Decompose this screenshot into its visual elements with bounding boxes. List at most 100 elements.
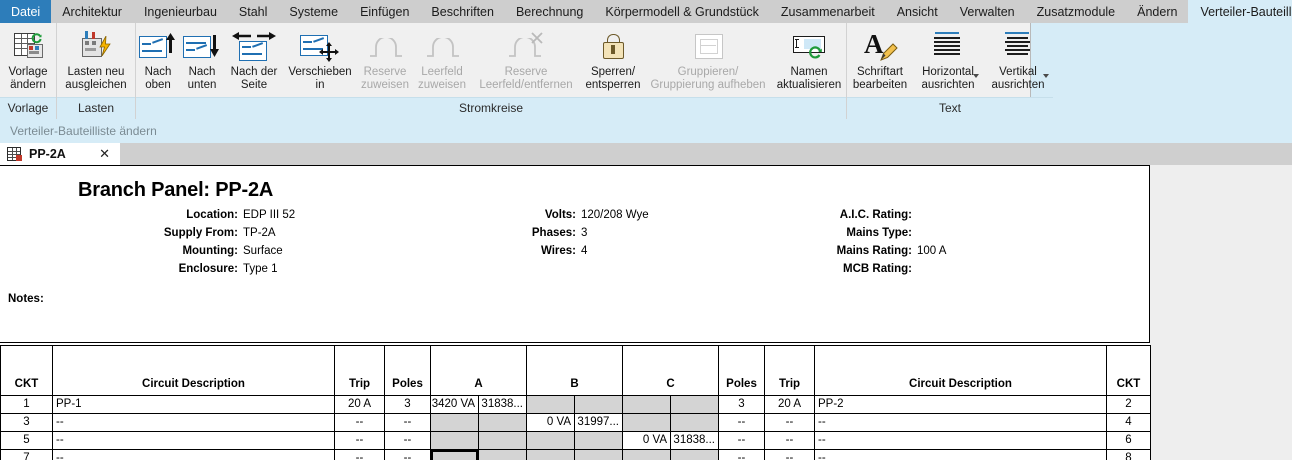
- menu-item-aendern[interactable]: Ändern: [1126, 0, 1188, 23]
- menu-item-ansicht[interactable]: Ansicht: [886, 0, 949, 23]
- cell-phase-a2[interactable]: 31838...: [478, 395, 527, 414]
- cell-desc-left[interactable]: PP-1: [52, 395, 335, 414]
- cell-trip-left[interactable]: --: [334, 431, 385, 450]
- cell-phase-a2[interactable]: [478, 413, 527, 432]
- field-value[interactable]: 4: [581, 245, 588, 257]
- column-header-phase-b[interactable]: B: [526, 345, 623, 396]
- menu-item-stahl[interactable]: Stahl: [228, 0, 279, 23]
- column-header-desc-right[interactable]: Circuit Description: [814, 345, 1107, 396]
- field-value[interactable]: Type 1: [243, 263, 278, 275]
- cell-desc-left[interactable]: --: [52, 431, 335, 450]
- cell-phase-b2[interactable]: [574, 395, 623, 414]
- column-header-ckt-left[interactable]: CKT: [0, 345, 53, 396]
- field-value[interactable]: 3: [581, 227, 588, 239]
- cell-phase-c1[interactable]: [622, 449, 671, 460]
- menu-item-verwalten[interactable]: Verwalten: [949, 0, 1026, 23]
- cell-trip-right[interactable]: --: [764, 431, 815, 450]
- cell-phase-b2[interactable]: [574, 431, 623, 450]
- cell-phase-c2[interactable]: [670, 449, 719, 460]
- cell-ckt-right[interactable]: 2: [1106, 395, 1151, 414]
- cell-phase-a2[interactable]: [478, 431, 527, 450]
- cell-poles-left[interactable]: 3: [384, 395, 431, 414]
- cell-phase-a1[interactable]: [430, 413, 479, 432]
- ribbon-button-namen-aktualisieren[interactable]: Namen aktualisieren: [772, 23, 846, 92]
- menu-item-zusatzmodule[interactable]: Zusatzmodule: [1026, 0, 1127, 23]
- cell-ckt-left[interactable]: 5: [0, 431, 53, 450]
- field-value[interactable]: EDP III 52: [243, 209, 296, 221]
- menu-item-datei[interactable]: Datei: [0, 0, 52, 23]
- cell-trip-left[interactable]: 20 A: [334, 395, 385, 414]
- ribbon-button-nach-unten[interactable]: Nach unten: [180, 23, 224, 92]
- cell-poles-right[interactable]: 3: [718, 395, 765, 414]
- column-header-poles-right[interactable]: Poles: [718, 345, 765, 396]
- menu-item-beschriften[interactable]: Beschriften: [420, 0, 505, 23]
- column-header-poles-left[interactable]: Poles: [384, 345, 431, 396]
- chevron-down-icon[interactable]: [973, 74, 979, 78]
- ribbon-button-nach-oben[interactable]: Nach oben: [136, 23, 180, 92]
- schedule-canvas[interactable]: Branch Panel: PP-2A Location: EDP III 52 …: [0, 165, 1292, 460]
- cell-phase-a1[interactable]: 3420 VA: [430, 395, 479, 414]
- ribbon-button-vorlage-aendern[interactable]: Vorlage ändern: [0, 23, 56, 92]
- cell-poles-right[interactable]: --: [718, 431, 765, 450]
- column-header-phase-c[interactable]: C: [622, 345, 719, 396]
- field-value[interactable]: 120/208 Wye: [581, 209, 649, 221]
- ribbon-button-horizontal-ausrichten[interactable]: Horizontal ausrichten: [913, 23, 983, 92]
- cell-phase-b1[interactable]: 0 VA: [526, 413, 575, 432]
- cell-phase-a1[interactable]: [430, 431, 479, 450]
- cell-phase-c2[interactable]: [670, 395, 719, 414]
- cell-ckt-left[interactable]: 3: [0, 413, 53, 432]
- document-tab-pp-2a[interactable]: PP-2A ✕: [0, 143, 120, 165]
- ribbon-button-nach-der-seite[interactable]: Nach der Seite: [224, 23, 284, 92]
- cell-desc-left[interactable]: --: [52, 449, 335, 460]
- ribbon-button-reserve-leerfeld-entfernen[interactable]: Reserve Leerfeld/entfernen: [470, 23, 582, 92]
- cell-poles-right[interactable]: --: [718, 449, 765, 460]
- menu-item-contextual-tab[interactable]: Verteiler-Bauteilliste ändern: [1188, 0, 1292, 23]
- field-value[interactable]: 100 A: [917, 245, 947, 257]
- chevron-down-icon[interactable]: [1043, 74, 1049, 78]
- column-header-ckt-right[interactable]: CKT: [1106, 345, 1151, 396]
- column-header-trip-right[interactable]: Trip: [764, 345, 815, 396]
- close-icon[interactable]: ✕: [99, 146, 110, 161]
- cell-phase-b1[interactable]: [526, 449, 575, 460]
- field-value[interactable]: Surface: [243, 245, 283, 257]
- ribbon-button-verschieben-in[interactable]: Verschieben in: [284, 23, 356, 92]
- column-header-phase-a[interactable]: A: [430, 345, 527, 396]
- cell-trip-left[interactable]: --: [334, 413, 385, 432]
- column-header-desc-left[interactable]: Circuit Description: [52, 345, 335, 396]
- cell-trip-right[interactable]: --: [764, 413, 815, 432]
- ribbon-button-reserve-zuweisen[interactable]: Reserve zuweisen: [356, 23, 414, 92]
- cell-trip-right[interactable]: --: [764, 449, 815, 460]
- menu-item-ingenieurbau[interactable]: Ingenieurbau: [133, 0, 228, 23]
- menu-item-berechnung[interactable]: Berechnung: [505, 0, 594, 23]
- cell-poles-right[interactable]: --: [718, 413, 765, 432]
- cell-desc-right[interactable]: --: [814, 413, 1107, 432]
- cell-desc-left[interactable]: --: [52, 413, 335, 432]
- ribbon-button-lasten-neu-ausgleichen[interactable]: Lasten neu ausgleichen: [57, 23, 135, 92]
- cell-ckt-left[interactable]: 1: [0, 395, 53, 414]
- cell-ckt-right[interactable]: 6: [1106, 431, 1151, 450]
- cell-poles-left[interactable]: --: [384, 431, 431, 450]
- cell-poles-left[interactable]: --: [384, 413, 431, 432]
- menu-item-architektur[interactable]: Architektur: [51, 0, 133, 23]
- cell-phase-c1[interactable]: [622, 413, 671, 432]
- cell-ckt-left[interactable]: 7: [0, 449, 53, 460]
- cell-phase-c1[interactable]: 0 VA: [622, 431, 671, 450]
- cell-trip-left[interactable]: --: [334, 449, 385, 460]
- cell-phase-c2[interactable]: 31838...: [670, 431, 719, 450]
- ribbon-button-leerfeld-zuweisen[interactable]: Leerfeld zuweisen: [414, 23, 470, 92]
- cell-phase-b2[interactable]: [574, 449, 623, 460]
- cell-ckt-right[interactable]: 4: [1106, 413, 1151, 432]
- ribbon-button-sperren-entsperren[interactable]: Sperren/ entsperren: [582, 23, 644, 92]
- cell-desc-right[interactable]: --: [814, 431, 1107, 450]
- cell-poles-left[interactable]: --: [384, 449, 431, 460]
- cell-ckt-right[interactable]: 8: [1106, 449, 1151, 460]
- ribbon-button-schriftart-bearbeiten[interactable]: A Schriftart bearbeiten: [847, 23, 913, 92]
- cell-phase-a2[interactable]: [478, 449, 527, 460]
- cell-phase-b1[interactable]: [526, 395, 575, 414]
- menu-item-koerpermodell[interactable]: Körpermodell & Grundstück: [594, 0, 770, 23]
- cell-trip-right[interactable]: 20 A: [764, 395, 815, 414]
- cell-desc-right[interactable]: --: [814, 449, 1107, 460]
- menu-item-einfuegen[interactable]: Einfügen: [349, 0, 420, 23]
- ribbon-button-vertikal-ausrichten[interactable]: Vertikal ausrichten: [983, 23, 1053, 92]
- cell-desc-right[interactable]: PP-2: [814, 395, 1107, 414]
